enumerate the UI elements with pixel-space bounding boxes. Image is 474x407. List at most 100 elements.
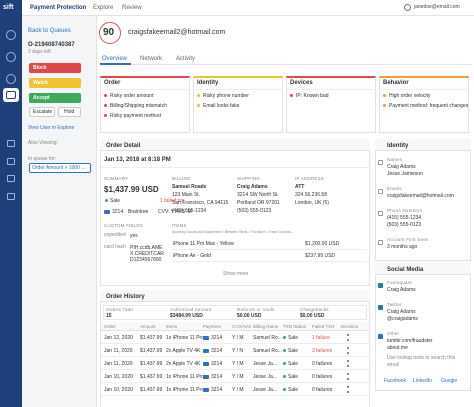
decision-button[interactable] (29, 93, 81, 103)
address-line: (415) 555-1234 (172, 208, 207, 214)
field-icon (378, 189, 383, 194)
item-row (172, 239, 366, 250)
identity-header (375, 139, 471, 151)
cvv-avs: CVV: Y AVS: M (158, 209, 192, 215)
panel-title: Identity (387, 143, 409, 149)
content-tab[interactable]: Network (140, 56, 163, 62)
queue-select[interactable] (29, 163, 91, 173)
field-value: yes (130, 233, 138, 239)
decision-menu[interactable] (347, 386, 349, 393)
field-value: (415) 555-1234 (387, 215, 422, 221)
txn-status: Sale (110, 197, 121, 204)
field-name: card hash (104, 244, 126, 250)
field-value: craigsfakeemail@hotmail.com (387, 193, 454, 199)
table-cell: 0 failures (312, 373, 333, 380)
item-category: Sporting Goods and Equipment > Between B… (172, 230, 295, 234)
field-name: expedited (104, 232, 126, 238)
signal-title: Behavior (383, 80, 409, 86)
table-cell: 1x iPhone 11 Pro... (166, 386, 209, 393)
decision-button[interactable] (29, 63, 81, 73)
content-tab[interactable]: Overview (102, 56, 128, 62)
decision-button-label: Block (33, 64, 47, 71)
table-cell: $1,437.99 (140, 334, 163, 341)
left-panel (22, 16, 97, 407)
card-icon (104, 209, 110, 214)
table-cell: 0 failures (312, 360, 333, 367)
nav-icon[interactable] (7, 175, 15, 182)
column-header: TXN Status (283, 323, 307, 329)
nav-icon[interactable] (6, 91, 16, 99)
summary-label: Chargebacks (300, 306, 329, 312)
user-menu[interactable]: janedoe@email.com (414, 4, 460, 10)
decision-menu[interactable] (347, 347, 349, 354)
table-cell: 3214 (211, 360, 223, 367)
show-more[interactable]: Show more (223, 271, 249, 277)
status-dot (283, 349, 286, 352)
explore-link[interactable]: View User in Explore (28, 125, 75, 131)
user-email: craigsfakeemail2@hotmail.com (128, 29, 226, 36)
header-tabs-line (99, 64, 471, 65)
status-dot (283, 388, 286, 391)
nav-icon[interactable] (7, 158, 15, 165)
time-left: 2 days left (28, 49, 51, 55)
table-cell: 1x iPhone 11 Pro... (166, 373, 209, 380)
content-tab[interactable]: Activity (176, 56, 196, 62)
address-line: London, UK (5) (295, 200, 329, 206)
signal-bullet (383, 104, 386, 107)
address-line: ATT (295, 184, 305, 190)
field-label: Other (387, 331, 400, 336)
column-header: Decision (341, 323, 359, 329)
order-history-header (100, 290, 370, 302)
order-date: Jan 13, 2018 at 8:18 PM (104, 157, 171, 163)
table-row (101, 370, 369, 383)
signal-bullet (197, 104, 200, 107)
nav-tab[interactable]: Review (122, 5, 142, 11)
decision-menu[interactable] (347, 373, 349, 380)
table-cell: Y / M (232, 360, 244, 367)
table-cell: $1,437.99 (140, 360, 163, 367)
lookup-link[interactable]: Google (441, 378, 458, 384)
order-id: O-219408740387 (28, 42, 75, 48)
field-label: Names (387, 157, 403, 162)
panel-title: Social Media (387, 267, 424, 273)
table-cell: 2x Apple TV 4K (166, 360, 201, 367)
history-summary (103, 305, 367, 320)
lookup-link[interactable]: Facebook (384, 378, 406, 384)
social-icon (378, 334, 383, 339)
logo: sift (3, 4, 14, 11)
back-link[interactable]: Back to Queues (28, 28, 71, 34)
nav-tab[interactable]: Explore (93, 5, 114, 11)
signal-divider (100, 89, 190, 90)
table-cell: 3214 (211, 373, 223, 380)
nav-icon[interactable] (6, 74, 16, 84)
section-label: ITEMS (172, 223, 187, 228)
field-label: Phone Numbers (387, 208, 423, 213)
decision-button[interactable] (29, 78, 81, 88)
nav-icon[interactable] (7, 193, 15, 200)
table-cell: 0 failures (312, 386, 333, 393)
nav-icon[interactable] (7, 140, 15, 147)
field-value: Craig Adams (387, 164, 416, 170)
table-cell: 1x iPhone 11 Pro... (166, 334, 209, 341)
field-value: 3 months ago (387, 244, 418, 250)
also-viewing: Also Viewing: (28, 140, 58, 146)
field-icon (378, 240, 383, 245)
signal-item: Risky phone number (203, 92, 249, 99)
column-header: Items (166, 323, 178, 329)
escalate-button[interactable] (29, 107, 55, 117)
table-row (101, 383, 369, 396)
decision-menu[interactable] (347, 334, 349, 341)
table-cell: Jan 11, 2020 (104, 360, 133, 367)
table-cell: Jan 10, 2020 (104, 373, 133, 380)
lookup-link[interactable]: LinkedIn (413, 378, 432, 384)
hold-button[interactable] (58, 107, 81, 117)
signal-item: Billing/Shipping mismatch (110, 102, 167, 109)
decision-menu[interactable] (347, 360, 349, 367)
signal-bullet (104, 114, 107, 117)
summary-label: Authorized Amount (170, 306, 212, 312)
nav-tab[interactable]: Payment Protection (30, 5, 87, 11)
nav-icon[interactable] (6, 52, 16, 62)
table-cell: Sale (288, 373, 299, 380)
nav-icon[interactable] (6, 30, 16, 40)
signal-card (379, 76, 469, 133)
